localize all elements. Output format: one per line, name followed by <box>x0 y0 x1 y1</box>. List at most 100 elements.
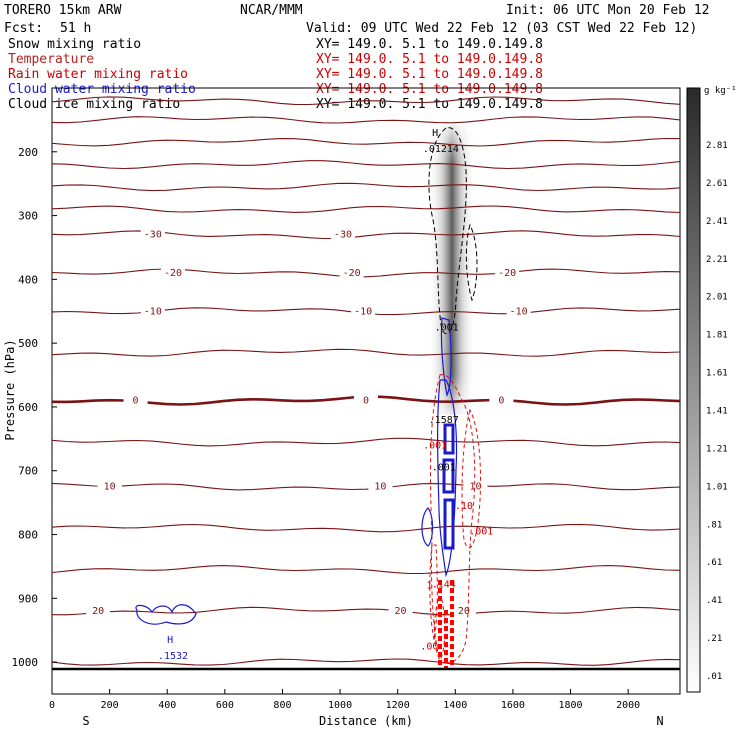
isotherm-line <box>51 482 681 491</box>
field-name-cloud-ice: Cloud ice mixing ratio <box>8 97 180 112</box>
contour-annotation: .001 <box>423 440 447 451</box>
contour-annotation: .001 <box>435 322 459 333</box>
cloud-ice-contour-right <box>465 223 478 302</box>
isotherm-label-bg <box>354 393 378 406</box>
rain-water-contours <box>429 374 481 664</box>
south-end-label: S <box>82 714 89 728</box>
rain-water-contour-inner <box>433 599 446 661</box>
isotherm-label-bg <box>451 604 476 617</box>
colorbar-label: .01 <box>706 672 722 682</box>
y-tick-label: 400 <box>18 273 38 286</box>
colorbar-label: 1.41 <box>706 407 728 417</box>
colorbar-unit: g kg⁻¹ <box>704 86 737 96</box>
isotherm-label: 0 <box>363 396 369 407</box>
colorbar-label: 1.01 <box>706 482 728 492</box>
cloud-water-cell-2 <box>442 458 455 494</box>
y-tick-label: 900 <box>18 592 38 605</box>
colorbar-label: .41 <box>706 596 722 606</box>
colorbar-label: 1.21 <box>706 444 728 454</box>
x-tick-label: 400 <box>158 700 176 711</box>
y-tick-label: 200 <box>18 146 38 159</box>
colorbar-labels: 2.81 2.61 2.41 2.21 2.01 1.81 1.61 1.41 1.21 1.01… <box>706 141 728 682</box>
colorbar-label: 2.21 <box>706 255 728 265</box>
init-time: Init: 06 UTC Mon 20 Feb 12 <box>506 3 710 18</box>
isotherm-line <box>51 205 681 214</box>
axes: 0 200 400 600 800 1000 1200 1400 1600 1800 2000200… <box>3 146 664 728</box>
isotherm-label-bg <box>140 304 165 317</box>
isotherm-label: 20 <box>395 606 407 617</box>
isotherm-label: 20 <box>92 606 104 617</box>
isotherm-line <box>51 268 681 278</box>
contour-annotation: .1587 <box>429 415 459 426</box>
y-tick-label: 600 <box>18 401 38 414</box>
isotherm-line <box>51 606 681 616</box>
snow-shading <box>428 125 476 415</box>
isotherm-label: -20 <box>343 268 361 279</box>
x-tick-label: 1400 <box>443 700 467 711</box>
y-tick-label: 1000 <box>12 656 39 669</box>
colorbar-label: 1.61 <box>706 369 728 379</box>
colorbar-label: 2.41 <box>706 217 728 227</box>
isotherm-label-bg <box>339 265 364 278</box>
north-end-label: N <box>656 714 663 728</box>
isotherm-label: -30 <box>334 230 352 241</box>
isotherm-label-bg <box>86 604 111 617</box>
fcst-value: 51 h <box>60 21 91 36</box>
cloud-water-contour-upper <box>440 317 452 397</box>
x-tick-label: 600 <box>216 700 234 711</box>
contour-annotation: .001 <box>432 463 456 474</box>
isotherm-label-bg <box>140 227 165 240</box>
cloud-water-cell-1 <box>443 423 455 455</box>
y-tick-label: 700 <box>18 465 38 478</box>
cloud-water-contour-core <box>437 379 458 578</box>
field-xy-snow: XY= 149.0. 5.1 to 149.0.149.8 <box>316 37 543 52</box>
colorbar-label: .21 <box>706 634 722 644</box>
isotherm-line <box>51 160 681 170</box>
contour-annotation: 1 <box>426 581 432 592</box>
cloud-water-contours <box>135 317 458 625</box>
field-name-snow: Snow mixing ratio <box>8 37 141 52</box>
cloud-water-cell-3 <box>443 498 455 550</box>
model-title: TORERO 15km ARW <box>4 3 122 18</box>
isotherm-label: -10 <box>144 306 162 317</box>
colorbar-label: 2.81 <box>706 141 728 151</box>
cloud-water-contour-left <box>421 507 434 547</box>
isotherm-label: -10 <box>510 306 528 317</box>
x-tick-label: 1600 <box>501 700 525 711</box>
x-tick-label: 1800 <box>558 700 582 711</box>
contour-annotation: .144 <box>432 579 456 590</box>
x-tick-label: 1200 <box>386 700 410 711</box>
isotherm-label: -30 <box>144 230 162 241</box>
y-axis-title: Pressure (hPa) <box>3 339 17 440</box>
plot-frame <box>51 87 681 695</box>
isotherm-line <box>51 437 681 447</box>
contour-annotation: .1532 <box>158 651 188 662</box>
x-tick-label: 0 <box>49 700 55 711</box>
x-tick-label: 800 <box>273 700 291 711</box>
contour-annotation: .00 <box>420 641 438 652</box>
isotherm-label-bg <box>506 304 531 317</box>
colorbar-label: .81 <box>706 520 722 530</box>
rain-water-contour-outer <box>429 374 476 664</box>
colorbar-label: .61 <box>706 558 722 568</box>
field-xy-temperature: XY= 149.0. 5.1 to 149.0.149.8 <box>316 52 543 67</box>
y-tick-label: 800 <box>18 529 38 542</box>
contour-annotation: .10 <box>455 501 473 512</box>
y-tick-label: 300 <box>18 210 38 223</box>
colorbar-label: 1.81 <box>706 331 728 341</box>
isotherm-label: 0 <box>498 396 504 407</box>
colorbar-label: 2.61 <box>706 179 728 189</box>
isotherm-line <box>51 96 681 106</box>
colorbar-label: 2.01 <box>706 293 728 303</box>
field-xy-rain: XY= 149.0. 5.1 to 149.0.149.8 <box>316 67 543 82</box>
colorbar: g kg⁻¹ 2.81 2.61 2.41 2.21 2.01 1.81 1.61 1.41 1… <box>686 86 737 693</box>
isotherm-label-bg <box>330 227 355 240</box>
isotherm-line <box>51 565 681 575</box>
isotherm-label-bg <box>160 265 185 278</box>
isotherm-label: -20 <box>164 268 182 279</box>
contour-annotation: H <box>167 635 173 646</box>
annotations: H .01214 .001 .1587 .001 .001 .001 .10 1.144 .00 H… <box>158 128 493 662</box>
isotherm-label: 20 <box>458 606 470 617</box>
org-label: NCAR/MMM <box>240 3 303 18</box>
